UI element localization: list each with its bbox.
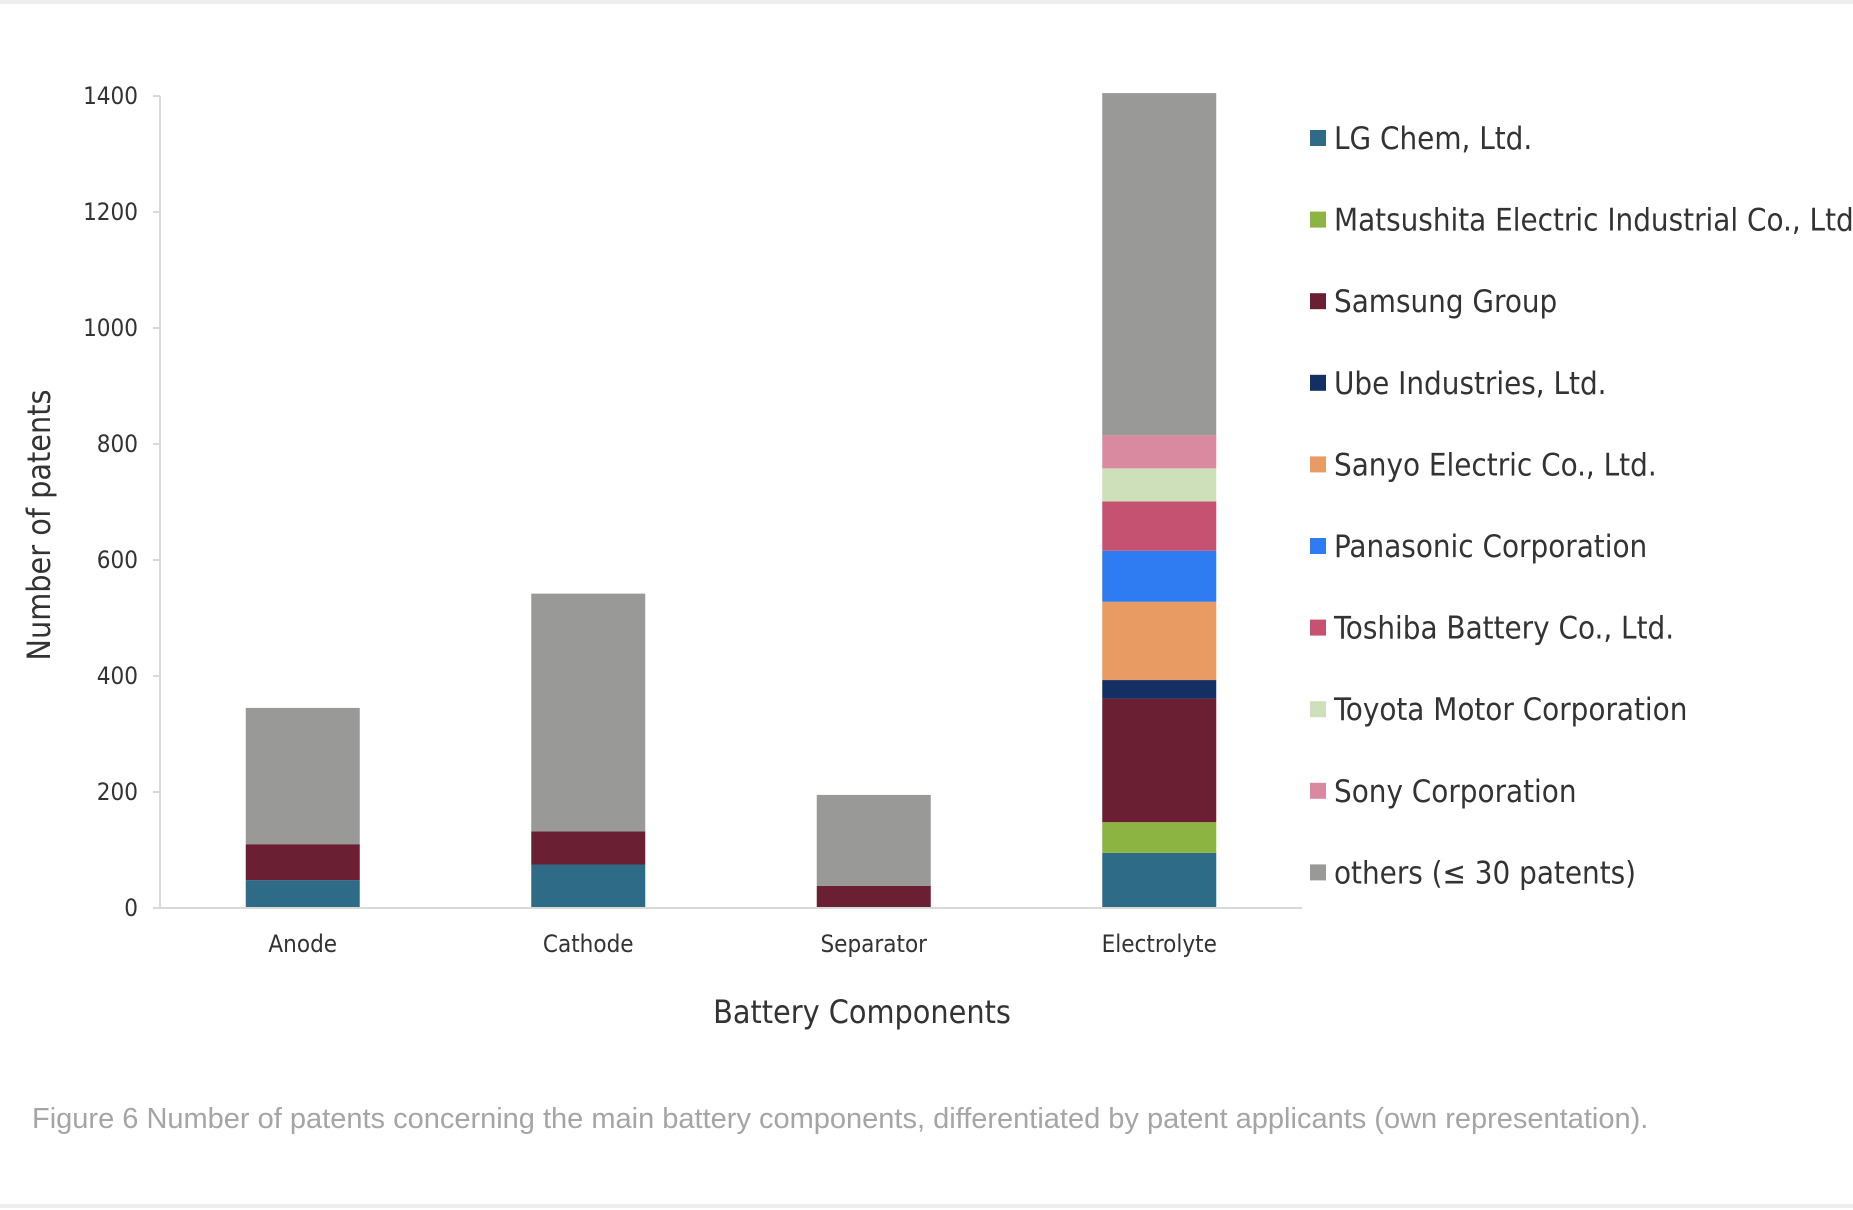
bar-electrolyte-samsung-group xyxy=(1102,698,1217,823)
legend-swatch-samsung-group xyxy=(1310,293,1326,310)
legend-swatch-sony-corporation xyxy=(1310,782,1326,799)
legend-label-toshiba-battery-co-ltd: Toshiba Battery Co., Ltd. xyxy=(1333,611,1674,647)
bar-anode-samsung-group xyxy=(245,844,360,881)
stacked-bar-chart: Anode Cathode Separator Electrolyte 0 200 400 6… xyxy=(20,82,1853,1031)
y-tick-label-200: 200 xyxy=(97,778,138,806)
legend-label-panasonic-corporation: Panasonic Corporation xyxy=(1334,529,1647,565)
legend-swatch-sanyo-electric-co-ltd xyxy=(1310,456,1326,473)
bar-separator-others-30-patents xyxy=(816,794,931,886)
bar-electrolyte-ube-industries-ltd xyxy=(1102,680,1217,699)
y-tick-label-1400: 1400 xyxy=(83,82,138,110)
bar-electrolyte-toshiba-battery-co-ltd xyxy=(1102,501,1217,551)
bar-electrolyte-others-30-patents xyxy=(1102,93,1217,436)
bar-anode-others-30-patents xyxy=(245,707,360,845)
legend-label-sony-corporation: Sony Corporation xyxy=(1334,774,1577,810)
legend-swatch-matsushita-electric-industrial-co-ltd xyxy=(1310,211,1326,228)
bar-electrolyte-panasonic-corporation xyxy=(1102,550,1217,602)
bar-cathode-samsung-group xyxy=(531,831,646,865)
bar-cathode-others-30-patents xyxy=(531,593,646,832)
bar-electrolyte-toyota-motor-corporation xyxy=(1102,468,1217,502)
legend-swatch-lg-chem-ltd xyxy=(1310,130,1326,146)
y-tick-label-800: 800 xyxy=(97,430,138,458)
bar-cathode-lg-chem-ltd xyxy=(531,864,646,908)
legend-label-ube-industries-ltd: Ube Industries, Ltd. xyxy=(1334,366,1607,402)
legend-swatch-panasonic-corporation xyxy=(1310,538,1326,554)
y-axis-title: Number of patents xyxy=(20,389,58,660)
y-tick-label-400: 400 xyxy=(97,662,138,690)
legend-label-samsung-group: Samsung Group xyxy=(1334,284,1557,320)
legend-swatch-toyota-motor-corporation xyxy=(1310,701,1326,718)
bar-electrolyte-sony-corporation xyxy=(1102,435,1217,469)
bar-anode-lg-chem-ltd xyxy=(245,880,360,908)
x-tick-label-cathode: Cathode xyxy=(543,930,634,958)
legend-label-matsushita-electric-industrial-co-ltd: Matsushita Electric Industrial Co., Ltd. xyxy=(1334,203,1853,239)
y-tick-label-1200: 1200 xyxy=(83,198,138,226)
bottom-divider xyxy=(0,1204,1853,1208)
bar-electrolyte-lg-chem-ltd xyxy=(1102,852,1217,908)
legend-label-lg-chem-ltd: LG Chem, Ltd. xyxy=(1334,121,1532,157)
legend-swatch-others-30-patents xyxy=(1310,864,1326,881)
x-tick-label-electrolyte: Electrolyte xyxy=(1102,930,1217,958)
x-tick-label-anode: Anode xyxy=(268,930,337,958)
bar-electrolyte-matsushita-electric-industrial-co-ltd xyxy=(1102,822,1217,853)
y-tick-label-0: 0 xyxy=(124,894,138,922)
legend-label-sanyo-electric-co-ltd: Sanyo Electric Co., Ltd. xyxy=(1334,447,1657,483)
x-axis-title: Battery Components xyxy=(713,993,1011,1031)
legend-swatch-toshiba-battery-co-ltd xyxy=(1310,619,1326,636)
bar-separator-samsung-group xyxy=(816,885,931,908)
legend-label-others-30-patents: others (≤ 30 patents) xyxy=(1334,855,1636,891)
bar-electrolyte-sanyo-electric-co-ltd xyxy=(1102,601,1217,681)
x-tick-label-separator: Separator xyxy=(820,930,927,958)
legend-swatch-ube-industries-ltd xyxy=(1310,374,1326,391)
y-tick-label-600: 600 xyxy=(97,546,138,574)
y-tick-label-1000: 1000 xyxy=(83,314,138,342)
top-divider xyxy=(0,0,1853,4)
figure-caption: Figure 6 Number of patents concerning th… xyxy=(32,1103,1649,1135)
legend-label-toyota-motor-corporation: Toyota Motor Corporation xyxy=(1333,692,1687,728)
